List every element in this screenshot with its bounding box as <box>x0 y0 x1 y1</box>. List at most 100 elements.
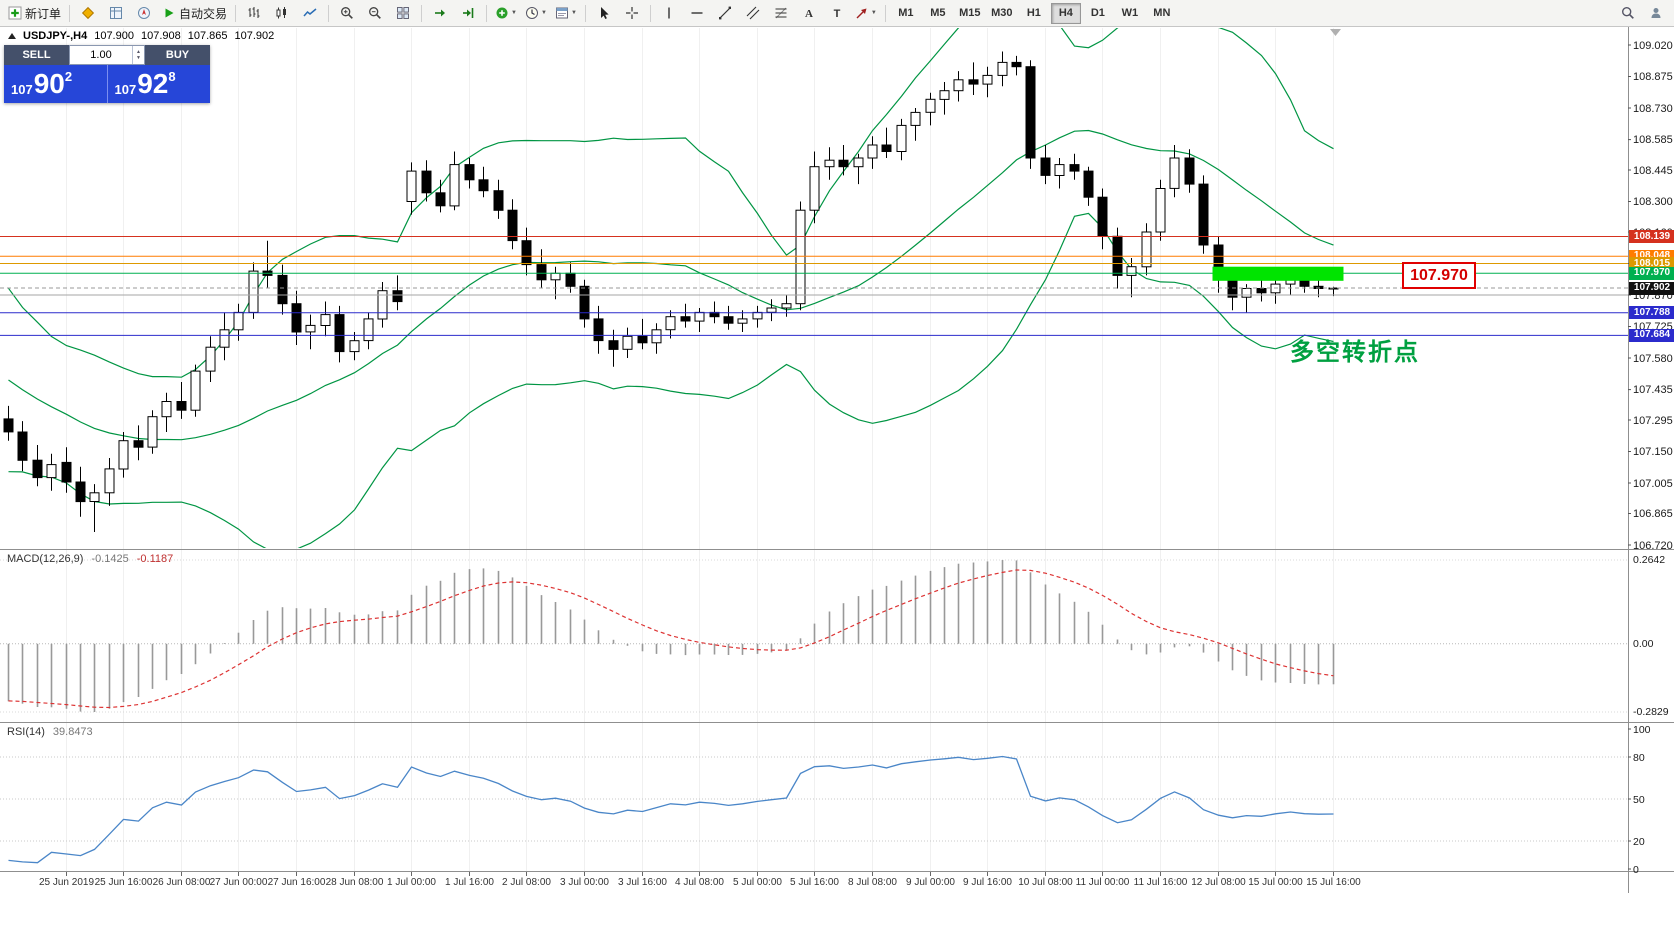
timeframe-w1-button[interactable]: W1 <box>1121 7 1139 19</box>
data-window-icon[interactable] <box>103 1 129 25</box>
community-icon[interactable] <box>1643 1 1669 25</box>
candle-body <box>896 124 907 153</box>
candle-body <box>190 370 201 411</box>
macd-indicator-label: MACD(12,26,9) -0.1425 -0.1187 <box>7 553 173 565</box>
line-chart-icon[interactable] <box>297 1 323 25</box>
buy-price[interactable]: 107 92 8 <box>106 65 211 103</box>
navigator-icon[interactable] <box>131 1 157 25</box>
templates-icon[interactable]: ▼ <box>552 1 580 25</box>
fibonacci-retracement-icon[interactable] <box>768 1 794 25</box>
new-order-button[interactable]: 新订单 <box>5 1 64 25</box>
macd-signal-line <box>8 569 1334 709</box>
sell-price-point: 2 <box>64 69 73 84</box>
dropdown-caret-icon: ▼ <box>540 10 547 16</box>
timeframe-m30-button[interactable]: M30 <box>991 7 1013 19</box>
clock-icon <box>525 7 538 19</box>
sell-price[interactable]: 107 90 2 <box>4 65 107 103</box>
tile-windows-icon[interactable] <box>390 1 416 25</box>
timeframe-mn-button[interactable]: MN <box>1153 7 1171 19</box>
rsi-indicator <box>0 755 1628 864</box>
candle-body <box>637 335 648 344</box>
candle-body <box>291 303 302 333</box>
search-icon[interactable] <box>1615 1 1641 25</box>
timeframe-m5-button[interactable]: M5 <box>930 7 946 19</box>
candle-body <box>781 303 792 309</box>
candle-body <box>133 440 144 448</box>
toolbar-separator <box>486 4 488 22</box>
candle-body <box>46 464 57 479</box>
candle-body <box>363 318 374 342</box>
toolbar-separator <box>584 4 586 22</box>
highlight-zone[interactable] <box>1212 266 1344 281</box>
timeframe-d1-button[interactable]: D1 <box>1090 7 1105 19</box>
volume-down-icon[interactable]: ▼ <box>136 55 141 61</box>
candle-body <box>853 157 864 168</box>
sell-button[interactable]: SELL <box>4 45 69 65</box>
toolbar-separator <box>235 4 237 22</box>
candle-body <box>421 170 432 194</box>
candle-body <box>593 318 604 342</box>
volume-value: 1.00 <box>90 49 112 61</box>
candle-body <box>1169 157 1180 189</box>
trendline-icon[interactable] <box>712 1 738 25</box>
svg-text:T: T <box>834 8 841 20</box>
candle-body <box>809 166 820 211</box>
auto-scroll-icon[interactable] <box>427 1 453 25</box>
text-label-icon[interactable]: T <box>824 1 850 25</box>
volume-up-icon[interactable]: ▲ <box>136 49 141 55</box>
candle-body <box>651 329 662 344</box>
chart-shift-icon[interactable] <box>455 1 481 25</box>
equidistant-channel-icon[interactable] <box>740 1 766 25</box>
zoom-in-icon[interactable] <box>334 1 360 25</box>
periods-icon[interactable]: ▼ <box>522 1 550 25</box>
candlestick-chart-icon[interactable] <box>269 1 295 25</box>
timeframe-h4-button[interactable]: H4 <box>1050 2 1081 24</box>
symbol-expander-icon[interactable] <box>8 33 16 39</box>
rsi-line <box>8 755 1334 864</box>
arrows-icon[interactable]: ▼ <box>852 1 880 25</box>
indicators-icon <box>496 7 508 19</box>
arrow-icon <box>856 8 867 19</box>
market-watch-icon[interactable] <box>75 1 101 25</box>
indicators-icon[interactable]: ▼ <box>492 1 520 25</box>
text-icon[interactable]: A <box>796 1 822 25</box>
candle-body <box>17 431 28 461</box>
volume-input[interactable]: 1.00 ▲ ▼ <box>69 45 145 65</box>
timeframe-m15-button[interactable]: M15 <box>959 7 981 19</box>
autotrading-button[interactable]: 自动交易 <box>159 1 230 25</box>
candle-body <box>737 318 748 324</box>
candle-body <box>176 401 187 411</box>
ohlc-low: 107.865 <box>187 30 228 42</box>
candle-body <box>694 311 705 322</box>
candle-body <box>622 335 633 350</box>
candle-body <box>392 290 403 303</box>
price-callout[interactable]: 107.970 <box>1402 262 1476 289</box>
horizontal-line-objects <box>0 29 1628 336</box>
horizontal-line-icon[interactable] <box>684 1 710 25</box>
zoom-out-icon[interactable] <box>362 1 388 25</box>
tile-icon <box>397 7 410 19</box>
volume-spinner[interactable]: ▲ ▼ <box>132 46 144 64</box>
buy-button-label: BUY <box>165 49 190 61</box>
bar-chart-icon[interactable] <box>241 1 267 25</box>
candle-body <box>953 79 964 92</box>
crosshair-icon[interactable] <box>619 1 645 25</box>
candle-body <box>968 79 979 85</box>
candle-body <box>464 164 475 181</box>
chart-shift-marker-icon[interactable] <box>1330 29 1341 36</box>
annotation-text[interactable]: 多空转折点 <box>1290 339 1420 366</box>
candle-body <box>377 290 388 320</box>
timeframe-m1-button[interactable]: M1 <box>898 7 914 19</box>
candle-body <box>1126 266 1137 276</box>
candle-body <box>1025 66 1036 159</box>
candle-body <box>104 468 115 494</box>
timeframe-h1-button[interactable]: H1 <box>1026 7 1041 19</box>
buy-button[interactable]: BUY <box>145 45 210 65</box>
candlesticks <box>3 51 1339 532</box>
new-order-label: 新订单 <box>25 6 62 21</box>
toolbar-separator <box>649 4 651 22</box>
cursor-icon[interactable] <box>591 1 617 25</box>
ohlc-open: 107.900 <box>94 30 134 42</box>
vertical-line-icon[interactable] <box>656 1 682 25</box>
